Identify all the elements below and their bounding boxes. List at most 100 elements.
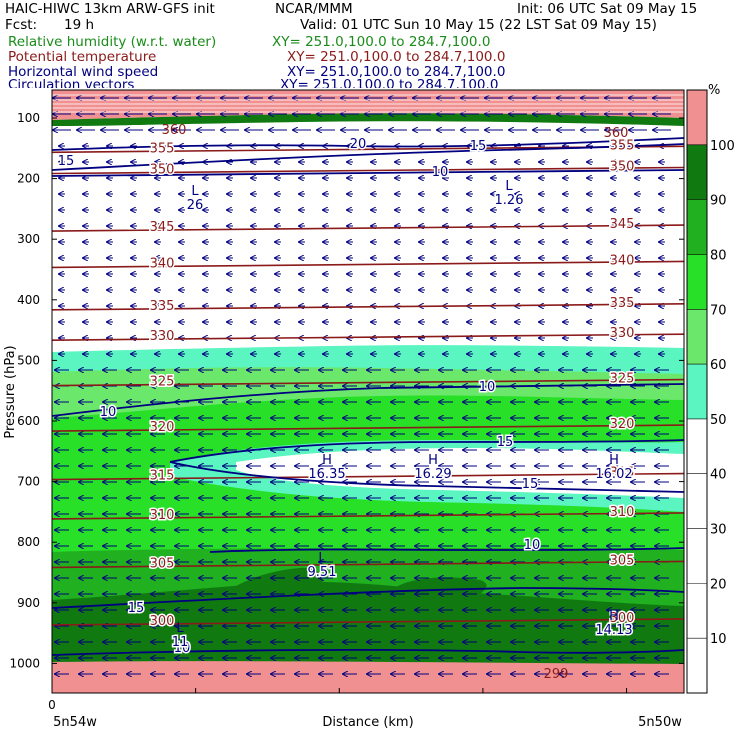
colorbar-unit: % [708,83,720,98]
extremum-mark: H [322,453,332,468]
y-tick-label: 800 [17,535,40,549]
theta-label: 300 [150,614,175,629]
y-tick-label: 1000 [9,656,40,670]
extremum-value: 11 [172,635,189,650]
wind-contour [52,587,684,609]
extremum-value: 14.13 [595,623,632,638]
theta-label: 325 [150,375,175,390]
theta-label: 330 [150,329,175,344]
theta-label: 350 [610,160,635,175]
theta-label: 355 [150,141,175,156]
y-tick-label: 300 [17,232,40,246]
colorbar-tick-label: 20 [710,577,727,592]
legend-wind-xy: XY= 251.0,100.0 to 284.7,100.0 [287,64,506,80]
wind-speed-label: 15 [470,139,487,154]
theta-label: 299 [544,667,569,682]
wind-speed-label: 20 [350,137,367,152]
legend-theta-name: Potential temperature [8,49,157,65]
theta-label: 330 [610,326,635,341]
theta-contour [52,333,684,341]
colorbar-tick-label: 30 [710,523,727,538]
theta-label: 355 [610,138,635,153]
wind-contour [52,383,684,417]
theta-label: 335 [150,299,175,314]
theta-label: 350 [150,163,175,178]
rh-region-90-1 [52,113,684,126]
wind-speed-label: 10 [479,380,496,395]
extremum-mark: L [176,621,184,636]
legend-circulation-name: Circulation vectors [8,78,135,88]
colorbar-tick-label: 50 [710,413,727,428]
extremum-mark: H [609,453,619,468]
theta-label: 320 [150,420,175,435]
colorbar-bin [687,309,707,365]
theta-label: 300 [610,611,635,626]
theta-label: 335 [610,296,635,311]
colorbar-tick-label: 80 [710,248,727,263]
wind-speed-label: 15 [128,601,145,616]
wind-speed-label: 15 [497,435,514,450]
wind-speed-label: 10 [432,165,449,180]
forecast-hours: 19 h [64,17,95,33]
valid-time: Valid: 01 UTC Sun 10 May 15 (22 LST Sat … [300,17,657,33]
y-tick-label: 700 [17,475,40,489]
y-tick-label: 500 [17,353,40,367]
extremum-mark: L [505,179,513,194]
legend-rh-xy: XY= 251.0,100.0 to 284.7,100.0 [272,34,491,50]
wind-speed-label: 10 [524,538,541,553]
extremum-mark: L [318,551,326,566]
legend-rh-name: Relative humidity (w.r.t. water) [8,34,217,50]
legend-circulation-xy: XY= 251.0,100.0 to 284.7,100.0 [280,78,499,88]
extremum-value: 1.26 [495,193,524,208]
colorbar-bin [687,90,707,145]
y-tick-label: 100 [17,111,40,125]
extremum-value: 16.02 [595,467,632,482]
x-axis-label: Distance (km) [322,715,413,730]
extremum-mark: L [191,184,199,199]
theta-label: 340 [610,253,635,268]
theta-label: 320 [610,417,635,432]
extremum-value: 9.51 [308,565,337,580]
theta-label: 315 [150,469,175,484]
wind-contour [52,137,684,151]
colorbar-frame [686,89,708,694]
extremum-value: 16.35 [308,467,345,482]
theta-label: 360 [162,123,187,138]
plot-frame [51,89,685,694]
rh-region-100-9 [52,661,684,693]
rh-dry-core [236,448,684,498]
organization-label: NCAR/MMM [275,1,353,17]
legend-wind-name: Horizontal wind speed [8,64,159,80]
x-left-location: 5n54w [53,715,97,730]
theta-label: 310 [150,508,175,523]
model-title: HAIC-HIWC 13km ARW-GFS init [5,1,215,17]
theta-label: 305 [610,553,635,568]
rh-blob-east [388,577,487,610]
colorbar-tick-label: 100 [710,139,735,154]
extremum-mark: H [428,453,438,468]
y-tick-label: 400 [17,293,40,307]
forecast-label: Fcst: [5,17,38,33]
legend-theta-xy: XY= 251.0,100.0 to 284.7,100.0 [287,49,506,65]
wind-contour [52,648,684,656]
y-tick-label: 900 [17,596,40,610]
colorbar-tick-label: 90 [710,194,727,209]
y-axis-label: Pressure (hPa) [3,345,18,438]
theta-label: 340 [150,256,175,271]
wind-speed-label: 15 [58,154,75,169]
extremum-mark: H [609,609,619,624]
theta-label: 345 [150,220,175,235]
y-tick-label: 600 [17,414,40,428]
theta-label: 310 [610,505,635,520]
colorbar-bin [687,254,707,310]
wind-speed-label: 15 [522,477,539,492]
colorbar-tick-label: 40 [710,468,727,483]
extremum-value: 26 [187,198,204,213]
theta-label: 345 [610,217,635,232]
colorbar-tick-label: 10 [710,632,727,647]
colorbar-tick-label: 70 [710,303,727,318]
theta-contour [52,224,684,232]
colorbar-tick-label: 60 [710,358,727,373]
wind-contour [52,143,684,171]
init-time: Init: 06 UTC Sat 09 May 15 [517,1,698,17]
